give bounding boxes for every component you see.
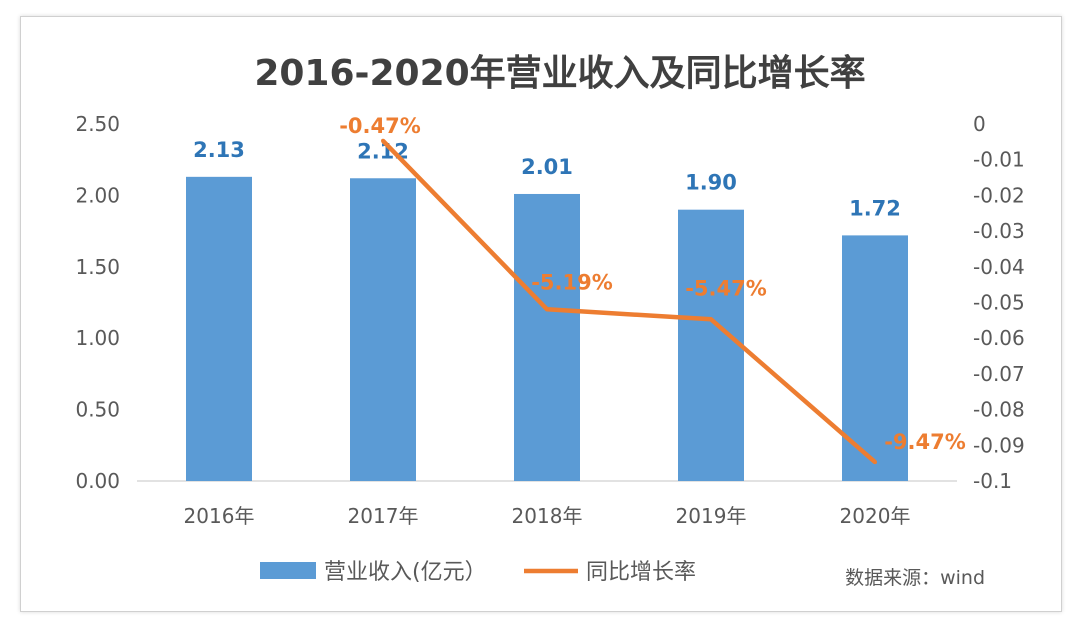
bar-data-label: 2.13 <box>193 138 245 162</box>
y-right-tick-label: 0 <box>973 112 986 136</box>
y-right-tick-label: -0.01 <box>973 148 1025 172</box>
y-right-tick-label: -0.02 <box>973 183 1025 207</box>
bar-data-label: 1.90 <box>685 171 737 195</box>
bar-2018年 <box>514 193 580 482</box>
line-point <box>709 317 713 322</box>
y-left-tick-label: 2.50 <box>75 112 120 136</box>
y-left-tick-label: 2.00 <box>75 183 120 207</box>
bar-data-label: 2.01 <box>521 155 573 179</box>
line-point <box>545 307 549 312</box>
line-data-label: -5.47% <box>685 276 767 300</box>
bar-2019年 <box>678 209 744 481</box>
y-right-tick-label: -0.1 <box>973 469 1012 493</box>
line-data-label: -5.19% <box>531 270 613 294</box>
y-left-tick-label: 0.50 <box>75 398 120 422</box>
line-data-label: -9.47% <box>884 430 966 454</box>
x-tick-label: 2016年 <box>184 504 255 528</box>
y-right-tick-label: -0.07 <box>973 362 1025 386</box>
y-left-tick-label: 0.00 <box>75 469 120 493</box>
y-right-tick-label: -0.05 <box>973 291 1025 315</box>
legend-bar-swatch <box>260 562 316 579</box>
y-right-tick-label: -0.06 <box>973 326 1025 350</box>
y-right-tick-label: -0.03 <box>973 219 1025 243</box>
source-note: 数据来源：wind <box>845 567 985 589</box>
growth-rate-line <box>381 139 877 464</box>
bar-data-label: 1.72 <box>849 196 901 220</box>
line-point <box>873 460 877 465</box>
line-point <box>381 138 385 143</box>
y-left-tick-label: 1.50 <box>75 255 120 279</box>
y-right-tick-label: -0.04 <box>973 255 1025 279</box>
x-tick-label: 2017年 <box>348 504 419 528</box>
legend-line-label: 同比增长率 <box>586 560 696 585</box>
y-left-tick-label: 1.00 <box>75 326 120 350</box>
x-tick-label: 2018年 <box>512 504 583 528</box>
legend-bar-label: 营业收入(亿元） <box>324 560 487 585</box>
line-data-label: -0.47% <box>339 114 421 138</box>
bar-2017年 <box>350 178 416 482</box>
chart-title: 2016-2020年营业收入及同比增长率 <box>254 53 865 94</box>
x-tick-label: 2019年 <box>676 504 747 528</box>
y-right-tick-label: -0.09 <box>973 433 1025 457</box>
bar-2016年 <box>186 176 252 481</box>
y-right-tick-label: -0.08 <box>973 398 1025 422</box>
x-tick-label: 2020年 <box>840 504 911 528</box>
